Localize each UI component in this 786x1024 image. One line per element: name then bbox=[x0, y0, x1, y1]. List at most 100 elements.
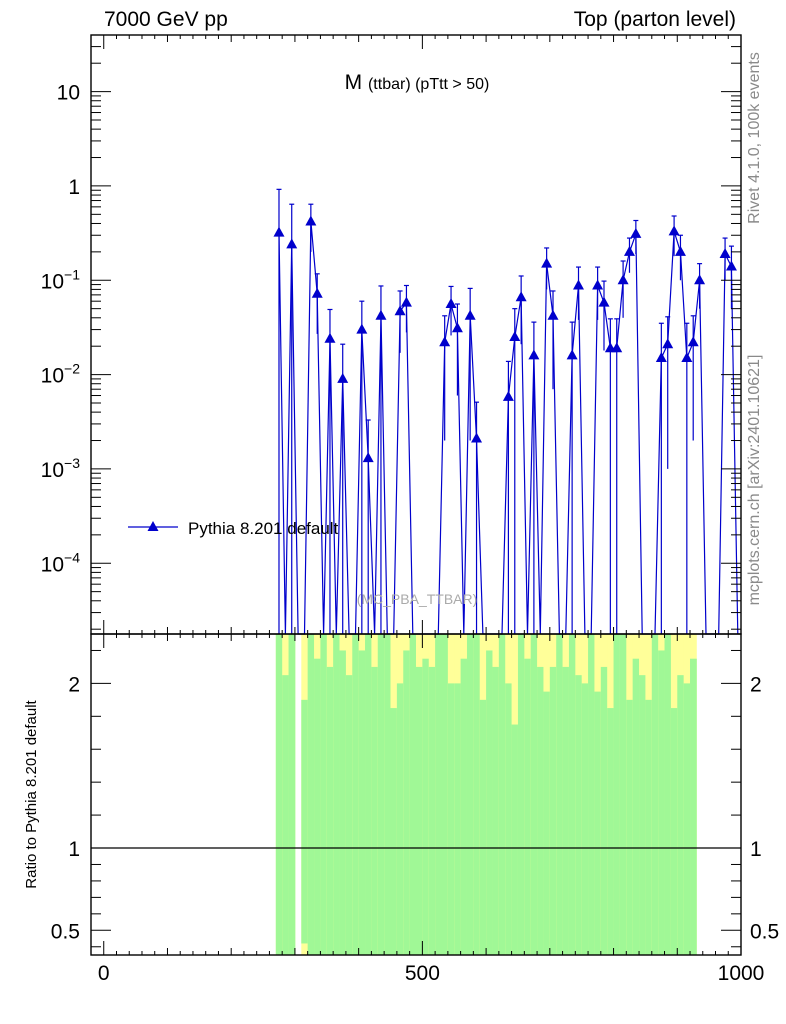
ratio-band-inner bbox=[288, 634, 296, 955]
ratio-band-inner bbox=[543, 691, 551, 955]
data-point-marker bbox=[356, 323, 368, 334]
ratio-band-inner bbox=[670, 708, 678, 955]
ratio-band-inner bbox=[645, 699, 653, 955]
ratio-band-inner bbox=[575, 675, 583, 955]
data-point-marker bbox=[464, 309, 476, 320]
data-point-marker bbox=[573, 279, 584, 290]
ratio-band-inner bbox=[454, 683, 462, 955]
ratio-band-inner bbox=[568, 634, 576, 955]
ratio-band-inner bbox=[371, 666, 379, 955]
ratio-band-inner bbox=[339, 650, 347, 955]
data-point-marker bbox=[273, 226, 285, 237]
analysis-watermark: (MC_PBA_TTBAR) bbox=[357, 591, 478, 607]
data-point-marker bbox=[541, 257, 553, 268]
y-tick-label: 10−1 bbox=[41, 266, 81, 293]
ratio-y-tick-label: 1 bbox=[68, 838, 80, 861]
ratio-band-inner bbox=[619, 634, 627, 955]
ratio-band-inner bbox=[377, 634, 385, 955]
ratio-band-inner bbox=[422, 658, 430, 955]
data-point-marker bbox=[694, 274, 706, 285]
data-point-marker bbox=[400, 296, 412, 307]
ratio-band-inner bbox=[639, 675, 646, 955]
y-tick-label: 1 bbox=[68, 176, 80, 199]
data-point-marker bbox=[362, 452, 374, 463]
ratio-band-inner bbox=[345, 675, 353, 955]
ratio-band-inner bbox=[416, 666, 423, 955]
ratio-band-inner bbox=[677, 675, 685, 955]
legend-marker bbox=[147, 521, 159, 531]
data-point-marker bbox=[394, 305, 406, 316]
ratio-band-inner bbox=[562, 666, 570, 955]
y-tick-label: 10−4 bbox=[41, 549, 81, 576]
ratio-band-inner bbox=[447, 683, 455, 955]
mcplots-label: mcplots.cern.ch [arXiv:2401.10621] bbox=[746, 354, 763, 606]
ratio-band-inner bbox=[390, 708, 398, 955]
ratio-band-inner bbox=[581, 683, 589, 955]
ratio-plot-frame bbox=[90, 633, 742, 956]
ratio-band-group bbox=[275, 634, 697, 955]
x-tick-label: 0 bbox=[98, 962, 110, 985]
ratio-band-inner bbox=[498, 634, 506, 955]
ratio-band-inner bbox=[460, 658, 468, 955]
x-tick-label: 1000 bbox=[718, 962, 765, 985]
ratio-band-inner bbox=[358, 650, 366, 955]
data-point-marker bbox=[509, 331, 521, 342]
ratio-y-tick-label: 0.5 bbox=[51, 920, 80, 943]
data-point-marker bbox=[515, 291, 527, 302]
ratio-band-inner bbox=[320, 634, 328, 955]
ratio-band-inner bbox=[530, 634, 538, 955]
ratio-band-inner bbox=[594, 691, 602, 955]
ratio-band-inner bbox=[307, 634, 315, 955]
ratio-band-inner bbox=[365, 634, 372, 955]
data-point-marker bbox=[681, 351, 693, 362]
data-point-marker bbox=[528, 349, 540, 360]
ratio-y-tick-label-right: 1 bbox=[750, 838, 762, 861]
data-point-marker bbox=[719, 247, 731, 258]
ratio-band-inner bbox=[326, 666, 334, 955]
ratio-band-inner bbox=[435, 634, 442, 955]
y-tick-label: 10 bbox=[57, 82, 80, 105]
ratio-band-inner bbox=[403, 650, 411, 955]
data-point-marker bbox=[286, 238, 298, 249]
ratio-band-inner bbox=[428, 666, 436, 955]
ratio-band-inner bbox=[556, 634, 563, 955]
data-point-marker bbox=[337, 372, 349, 383]
ratio-band-inner bbox=[683, 683, 691, 955]
ratio-band-inner bbox=[301, 699, 309, 944]
ratio-band-inner bbox=[658, 650, 665, 955]
ratio-band-inner bbox=[690, 658, 697, 955]
ratio-band-inner bbox=[275, 634, 283, 955]
ratio-band-inner bbox=[517, 634, 525, 955]
data-point-marker bbox=[311, 287, 323, 298]
header-right-label: Top (parton level) bbox=[573, 8, 736, 31]
ratio-band-inner bbox=[664, 634, 672, 955]
ratio-band-inner bbox=[632, 658, 640, 955]
data-point-marker bbox=[502, 390, 514, 401]
ratio-band-inner bbox=[613, 634, 621, 955]
data-point-marker bbox=[566, 349, 578, 360]
data-point-marker bbox=[655, 351, 667, 362]
rivet-version-label: Rivet 4.1.0, 100k events bbox=[746, 52, 763, 224]
ratio-y-tick-label: 2 bbox=[68, 673, 80, 696]
ratio-band-inner bbox=[549, 666, 557, 955]
ratio-band-inner bbox=[384, 634, 391, 955]
ratio-band-inner bbox=[314, 658, 321, 955]
ratio-band-inner bbox=[600, 666, 608, 955]
data-point-marker bbox=[324, 332, 336, 343]
data-point-marker bbox=[623, 245, 635, 256]
legend-label: Pythia 8.201 default bbox=[188, 519, 339, 538]
ratio-band-inner bbox=[537, 666, 544, 955]
ratio-band-inner bbox=[409, 634, 417, 955]
data-point-marker bbox=[630, 227, 642, 238]
ratio-band-inner bbox=[486, 650, 493, 955]
data-point-marker bbox=[305, 215, 317, 226]
main-plot-frame bbox=[90, 34, 742, 635]
header-left-label: 7000 GeV pp bbox=[104, 8, 228, 31]
ratio-y-tick-label-right: 0.5 bbox=[750, 920, 779, 943]
ratio-band-inner bbox=[441, 634, 449, 955]
ratio-band-inner bbox=[282, 675, 289, 955]
ratio-band-inner bbox=[524, 658, 532, 955]
data-point-marker bbox=[451, 322, 463, 333]
data-point-marker bbox=[662, 338, 674, 349]
